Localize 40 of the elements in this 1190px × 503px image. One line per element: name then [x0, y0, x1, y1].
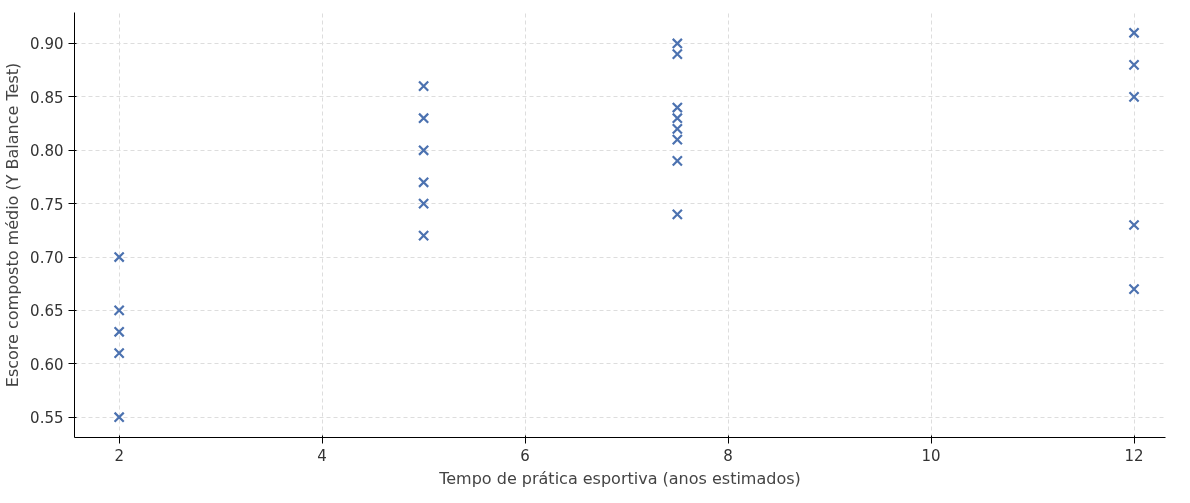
point: [417, 197, 430, 210]
y-tick-label: 0.80: [30, 142, 64, 161]
point: [671, 37, 684, 50]
x-axis-title: Tempo de prática esportiva (anos estimados): [438, 468, 801, 488]
y-axis-title: Escore composto médio (Y Balance Test): [3, 62, 23, 388]
point: [671, 133, 684, 146]
y-tick-label: 0.55: [30, 409, 64, 428]
y-tick-label: 0.75: [30, 195, 64, 214]
point: [671, 208, 684, 221]
point: [1128, 283, 1140, 295]
x-tick-label: 6: [520, 446, 530, 465]
point: [113, 411, 125, 423]
x-tick-label: 12: [1124, 446, 1144, 465]
x-tick-label: 8: [723, 446, 733, 465]
point: [1128, 219, 1140, 231]
y-tick-label: 0.70: [30, 249, 64, 268]
point: [671, 155, 684, 167]
point: [1128, 91, 1140, 103]
point: [113, 347, 125, 359]
y-tick-label: 0.90: [30, 35, 64, 54]
y-tick-label: 0.65: [30, 302, 64, 321]
point: [671, 112, 684, 124]
point: [113, 251, 125, 263]
point: [1128, 59, 1140, 71]
point: [417, 80, 430, 92]
y-tick-label: 0.60: [30, 355, 64, 374]
x-tick-label: 2: [114, 446, 124, 465]
point: [417, 144, 430, 156]
point: [671, 101, 684, 114]
point: [113, 304, 125, 317]
point: [113, 326, 125, 338]
point: [671, 48, 684, 60]
point: [417, 112, 430, 124]
point: [417, 229, 430, 242]
point: [417, 176, 430, 188]
point: [671, 123, 684, 135]
y-tick-label: 0.85: [30, 88, 64, 107]
x-tick-label: 4: [317, 446, 327, 465]
x-tick-label: 10: [921, 446, 941, 465]
point: [1128, 27, 1140, 39]
